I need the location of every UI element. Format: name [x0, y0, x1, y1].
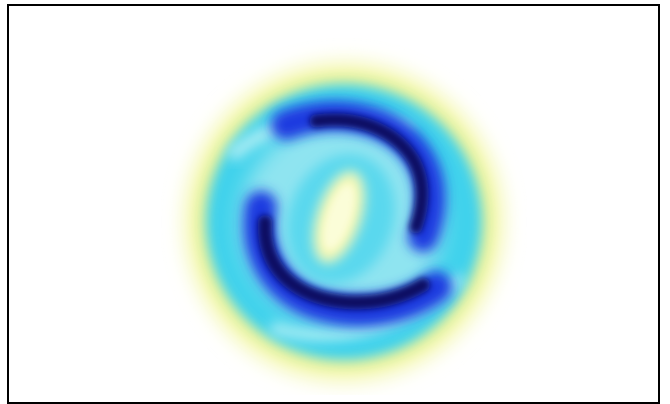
spiral-arm-upper-core — [309, 113, 429, 234]
image-frame — [7, 4, 660, 404]
bright-center-core — [323, 184, 355, 250]
swirl-image — [161, 37, 527, 395]
spiral-arm-lower-core — [257, 215, 430, 310]
